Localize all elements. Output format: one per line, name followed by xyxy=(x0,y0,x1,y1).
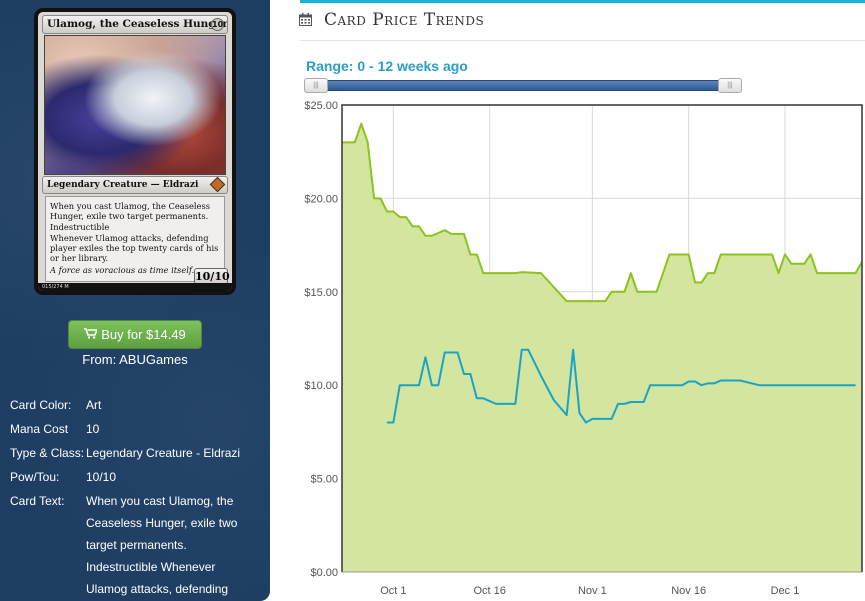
detail-value: 10/10 xyxy=(86,470,117,484)
accent-bar xyxy=(300,0,865,3)
calendar-icon xyxy=(299,13,312,26)
card-image: Ulamog, the Ceaseless Hunger 10 Legendar… xyxy=(34,8,236,295)
y-tick-label: $25.00 xyxy=(304,100,338,112)
cart-icon xyxy=(84,322,99,349)
y-tick-label: $20.00 xyxy=(304,193,338,205)
detail-label: Card Color: xyxy=(10,398,72,412)
detail-value: When you cast Ulamog, the Ceaseless Hung… xyxy=(86,494,238,596)
x-tick-label: Nov 1 xyxy=(578,585,607,597)
card-rules-line: Indestructible xyxy=(50,222,110,232)
card-name: Ulamog, the Ceaseless Hunger xyxy=(47,18,228,30)
detail-label: Type & Class: xyxy=(10,446,85,460)
buy-button[interactable]: Buy for $14.49 xyxy=(68,320,202,349)
card-type-line: Legendary Creature — Eldrazi xyxy=(47,180,199,190)
card-art xyxy=(44,35,226,175)
detail-label: Card Text: xyxy=(10,494,65,508)
x-tick-label: Nov 16 xyxy=(671,585,706,597)
page-title: Card Price Trends xyxy=(324,10,485,30)
y-tick-label: $5.00 xyxy=(310,474,338,486)
detail-value: Art xyxy=(86,398,102,412)
set-symbol-icon xyxy=(209,176,226,193)
plot-frame xyxy=(341,104,863,572)
title-divider xyxy=(300,40,865,41)
range-label: Range: 0 - 12 weeks ago xyxy=(306,58,468,74)
series-1-line xyxy=(386,348,856,424)
range-handle-start[interactable]: ||| xyxy=(304,78,328,93)
card-frame: Ulamog, the Ceaseless Hunger 10 Legendar… xyxy=(38,12,232,291)
mana-symbol-icon: 10 xyxy=(211,18,224,31)
card-rules-line: Whenever Ulamog attacks, defending playe… xyxy=(50,233,219,263)
card-info-panel: Ulamog, the Ceaseless Hunger 10 Legendar… xyxy=(0,0,270,601)
card-footer-bar xyxy=(38,283,232,291)
card-power-toughness: 10/10 xyxy=(194,268,230,285)
range-slider[interactable]: ||| ||| xyxy=(304,78,742,93)
detail-value: 10 xyxy=(86,422,100,436)
card-flavor-text: A force as voracious as time itself. xyxy=(50,265,195,275)
card-text-box: When you cast Ulamog, the Ceaseless Hung… xyxy=(45,196,225,282)
range-handle-end[interactable]: ||| xyxy=(718,78,742,93)
y-tick-label: $10.00 xyxy=(304,380,338,392)
card-type-bar: Legendary Creature — Eldrazi xyxy=(42,176,228,194)
x-tick-label: Oct 16 xyxy=(473,585,505,597)
y-tick-label: $15.00 xyxy=(304,287,338,299)
detail-value: Legendary Creature - Eldrazi xyxy=(86,446,241,460)
x-tick-label: Oct 1 xyxy=(380,585,406,597)
buy-button-label: Buy for $14.49 xyxy=(101,327,186,342)
card-collector-info: 015/274 M xyxy=(42,284,69,290)
detail-label: Pow/Tou: xyxy=(10,470,60,484)
seller-name: From: ABUGames xyxy=(82,352,188,367)
price-trend-chart: $0.00 $5.00 $10.00 $15.00 $20.00 $25.00 Oct 1 O… xyxy=(304,100,863,597)
y-tick-label: $0.00 xyxy=(310,567,338,579)
series-0-area xyxy=(342,123,862,573)
detail-label: Mana Cost xyxy=(10,422,69,436)
card-title-bar: Ulamog, the Ceaseless Hunger 10 xyxy=(42,15,228,34)
card-rules-line: When you cast Ulamog, the Ceaseless Hung… xyxy=(50,201,210,221)
x-tick-label: Dec 1 xyxy=(771,585,800,597)
range-slider-track[interactable] xyxy=(306,80,740,91)
series-0-line xyxy=(342,122,863,303)
